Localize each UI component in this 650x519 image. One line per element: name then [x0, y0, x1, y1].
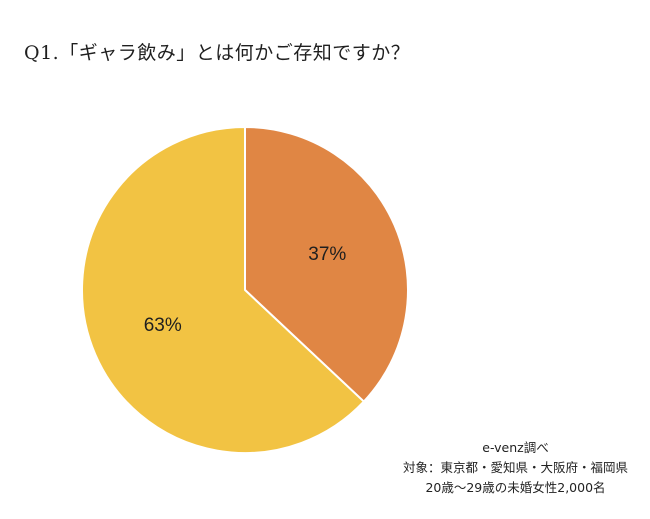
pie-slice-label-2: 63% — [144, 315, 182, 336]
source-line-2: 対象：東京都・愛知県・大阪府・福岡県 — [402, 460, 628, 475]
pie-slice-2 — [81, 126, 365, 454]
source-note: e-venz調べ 対象：東京都・愛知県・大阪府・福岡県 20歳〜29歳の未婚女性… — [403, 438, 628, 498]
pie-slices — [81, 126, 409, 454]
chart-title: Q1.「ギャラ飲み」とは何かご存知ですか？ — [24, 42, 411, 64]
pie-labels: 37% 63% — [144, 244, 347, 336]
source-line-1: e-venz調べ — [482, 440, 549, 455]
pie-slice-1 — [244, 126, 409, 403]
source-line-3: 20歳〜29歳の未婚女性2,000名 — [425, 480, 606, 495]
pie-slice-label-1: 37% — [308, 244, 346, 265]
